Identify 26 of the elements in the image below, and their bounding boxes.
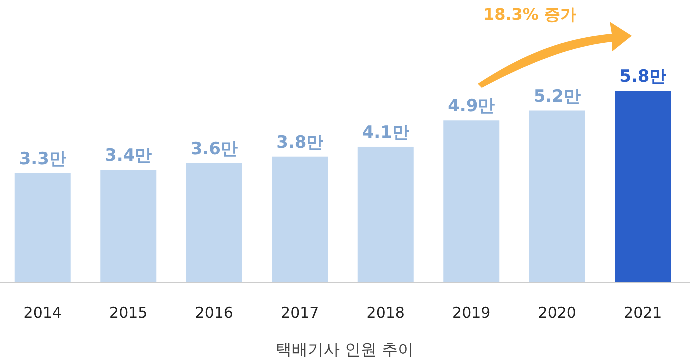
x-tick-label: 2021	[624, 304, 662, 322]
bar	[100, 170, 157, 282]
bar	[14, 173, 71, 282]
data-label: 5.2만	[534, 86, 581, 107]
data-label: 4.9만	[448, 96, 496, 117]
data-label: 3.6만	[190, 139, 238, 160]
bar	[186, 163, 242, 282]
bar	[529, 110, 586, 282]
x-tick-label: 2020	[538, 304, 576, 322]
data-label: 3.4만	[105, 146, 152, 166]
x-tick-label: 2016	[195, 304, 234, 322]
x-tick-label: 2015	[110, 304, 148, 322]
x-tick-label: 2019	[452, 304, 491, 322]
x-tick-label: 2017	[281, 304, 320, 322]
text: 18.3% 증가	[483, 5, 577, 24]
data-label: 4.1만	[362, 122, 410, 143]
x-axis-title: 택배기사 인원 추이	[276, 340, 414, 358]
bar	[272, 156, 328, 282]
data-label: 3.3만	[19, 149, 66, 170]
bar	[444, 120, 500, 282]
data-label: 3.8만	[276, 132, 324, 153]
bar	[615, 91, 672, 282]
data-label: 5.8만	[620, 67, 667, 87]
bar	[358, 146, 414, 282]
x-tick-label: 2014	[24, 304, 62, 322]
x-tick-label: 2018	[366, 304, 405, 322]
